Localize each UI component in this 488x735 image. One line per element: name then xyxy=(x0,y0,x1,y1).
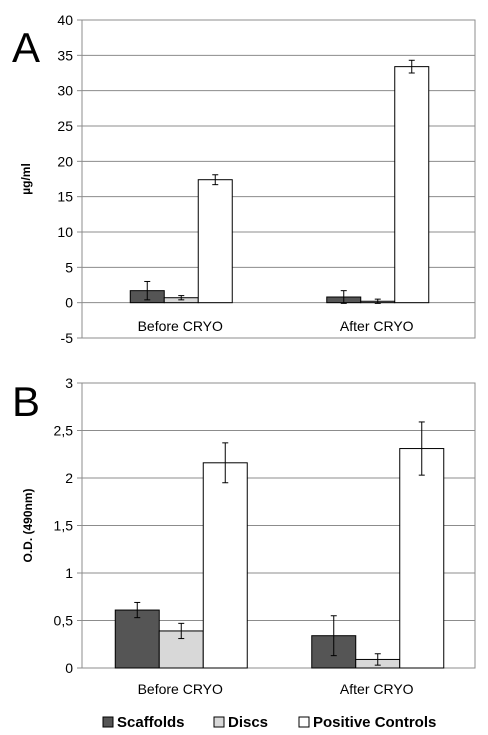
y-tick-label: 1,5 xyxy=(54,518,74,534)
y-tick-label: 5 xyxy=(65,259,73,275)
category-label: Before CRYO xyxy=(138,318,223,334)
category-label: After CRYO xyxy=(340,318,414,334)
y-tick-label: 3 xyxy=(65,375,73,391)
chart-b: 0 0,5 1 1,5 2 2,5 3 O.D. (490nm) B Before CRYO Aft… xyxy=(12,375,476,697)
legend-swatch xyxy=(213,716,225,728)
legend-label: Scaffolds xyxy=(117,714,185,731)
y-tick-label: -5 xyxy=(61,330,74,346)
bar xyxy=(394,66,430,304)
chart-a: -5 0 5 10 15 20 25 30 35 40 µg/ml A Before CRYO After… xyxy=(12,12,476,346)
panel-label: A xyxy=(12,24,40,71)
category-label: After CRYO xyxy=(340,681,414,697)
legend: Scaffolds Discs Positive Controls xyxy=(102,714,436,731)
y-axis-label: O.D. (490nm) xyxy=(21,488,35,562)
bar xyxy=(114,609,160,669)
y-tick-label: 0,5 xyxy=(54,613,74,629)
legend-swatch xyxy=(298,716,310,728)
y-tick-label: 25 xyxy=(57,118,73,134)
bar xyxy=(197,179,233,304)
panel-label: B xyxy=(12,378,40,425)
y-tick-label: 35 xyxy=(57,47,73,63)
y-tick-label: 40 xyxy=(57,12,73,28)
y-tick-label: 0 xyxy=(65,660,73,676)
legend-label: Positive Controls xyxy=(313,714,436,731)
y-tick-label: 20 xyxy=(57,153,73,169)
y-axis-label: µg/ml xyxy=(19,163,33,195)
y-tick-label: 15 xyxy=(57,189,73,205)
category-label: Before CRYO xyxy=(138,681,223,697)
y-tick-label: 2 xyxy=(65,470,73,486)
legend-swatch xyxy=(102,716,114,728)
y-tick-label: 0 xyxy=(65,295,73,311)
y-tick-label: 1 xyxy=(65,565,73,581)
bar xyxy=(202,462,248,669)
y-tick-label: 2,5 xyxy=(54,423,74,439)
y-tick-label: 10 xyxy=(57,224,73,240)
legend-label: Discs xyxy=(228,714,268,731)
y-tick-label: 30 xyxy=(57,83,73,99)
bar xyxy=(399,448,445,669)
